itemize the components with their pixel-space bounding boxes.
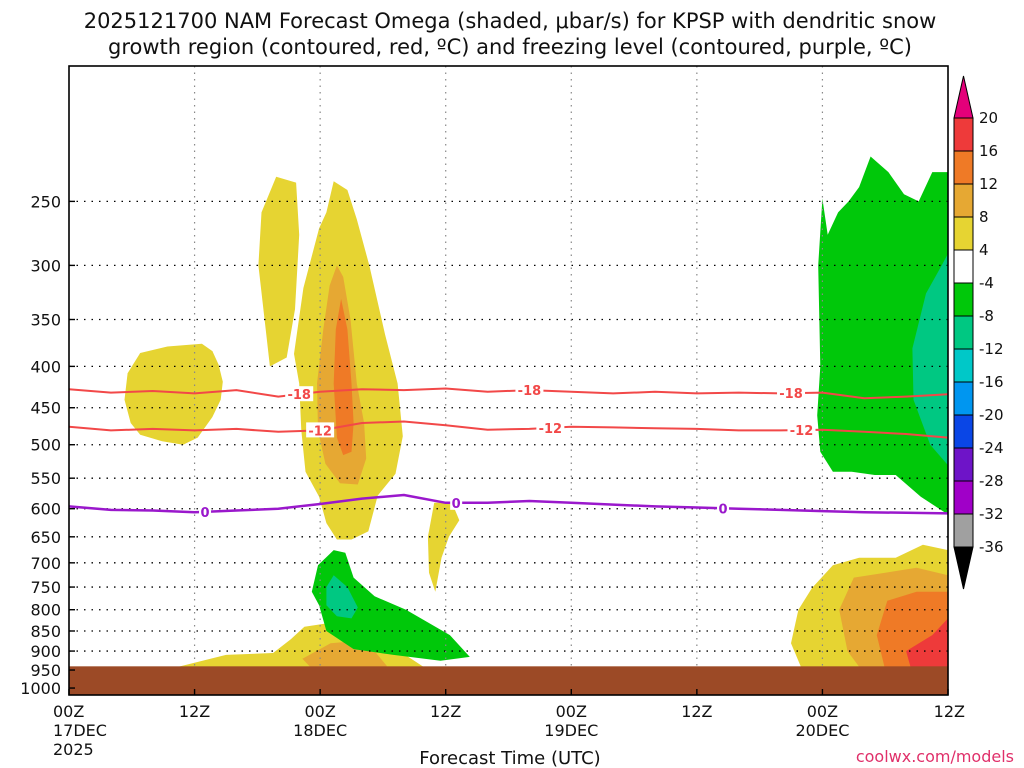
omega-region-upper-ascent-column-1 xyxy=(124,343,223,445)
contour-label-bg xyxy=(199,503,212,519)
y-tick-label-600: 600 xyxy=(30,500,61,519)
colorbar-bin xyxy=(953,381,974,416)
chart-title-line-2: growth region (contoured, red, ºC) and f… xyxy=(108,35,912,59)
colorbar-bin xyxy=(953,249,974,284)
colorbar-label: -28 xyxy=(979,472,1004,490)
omega-region-lower-descent-core xyxy=(326,575,358,619)
y-tick-label-300: 300 xyxy=(30,256,61,275)
x-tick-label-36: 12Z xyxy=(430,702,461,721)
y-tick-label-800: 800 xyxy=(30,601,61,620)
omega-region-eastern-descent-core xyxy=(912,253,948,466)
grid-layer xyxy=(69,66,948,695)
x-date-label-24: 18DEC xyxy=(293,721,347,740)
contour-label-dendritic-18c: -18 xyxy=(287,388,311,403)
x-tick-label-0: 00Z xyxy=(53,702,84,721)
y-tick-label-850: 850 xyxy=(30,622,61,641)
contour-label-bg xyxy=(285,386,314,402)
colorbar-bin xyxy=(953,348,974,383)
contour-label-dendritic-18c: -18 xyxy=(518,384,542,399)
contour-label-freezing-level-0c: 0 xyxy=(452,497,461,512)
y-tick-label-500: 500 xyxy=(30,436,61,455)
chart-title-line-1: 2025121700 NAM Forecast Omega (shaded, μ… xyxy=(84,9,937,33)
y-tick-label-750: 750 xyxy=(30,578,61,597)
contour-label-bg xyxy=(450,494,463,510)
contour-label-bg xyxy=(787,422,816,438)
contour-label-dendritic-12c: -12 xyxy=(308,424,332,439)
contour-label-dendritic-18c: -18 xyxy=(779,387,803,402)
colorbar-label: 8 xyxy=(979,208,989,226)
colorbar-label: 4 xyxy=(979,241,989,259)
omega-region-isolated-updraft-600-700 xyxy=(427,502,460,592)
colorbar-label: -20 xyxy=(979,406,1004,424)
colorbar-bin xyxy=(953,150,974,185)
colorbar-label: -12 xyxy=(979,340,1004,358)
omega-region-eastern-low-max xyxy=(906,618,948,670)
terrain-block xyxy=(69,666,948,695)
colorbar-bin xyxy=(953,513,974,548)
contour-label-bg xyxy=(777,385,806,401)
colorbar-label: -24 xyxy=(979,439,1004,457)
contour-label-dendritic-12c: -12 xyxy=(539,422,563,437)
contour-label-bg xyxy=(717,500,730,516)
x-date-label-48: 19DEC xyxy=(544,721,598,740)
y-tick-label-450: 450 xyxy=(30,399,61,418)
colorbar-label: 16 xyxy=(979,142,998,160)
x-tick-label-84: 12Z xyxy=(934,702,965,721)
contour-layer: -18 -18 -18 -12 -12 -12 0 0 0 xyxy=(68,382,949,521)
colorbar-label: -8 xyxy=(979,307,994,325)
omega-region-lower-green-descent xyxy=(311,550,470,661)
colorbar-bin xyxy=(953,480,974,515)
x-tick-label-24: 00Z xyxy=(304,702,335,721)
colorbar-label: 12 xyxy=(979,175,998,193)
colorbar-label: -4 xyxy=(979,274,994,292)
omega-region-eastern-descent-region xyxy=(817,156,948,515)
x-tick-label-48: 00Z xyxy=(556,702,587,721)
colorbar-bin xyxy=(953,117,974,152)
contour-label-bg xyxy=(536,419,565,435)
x-tick-label-60: 12Z xyxy=(681,702,712,721)
x-date-label-72: 20DEC xyxy=(795,721,849,740)
colorbar-bottom-arrow xyxy=(953,546,974,590)
contour-freezing-level-0c xyxy=(68,493,949,515)
colorbar-label: -36 xyxy=(979,538,1004,556)
x-axis-label: Forecast Time (UTC) xyxy=(419,748,600,768)
colorbar-label: -16 xyxy=(979,373,1004,391)
x-year-label-0: 2025 xyxy=(53,740,94,759)
omega-shading-layer xyxy=(124,156,948,674)
x-tick-label-72: 00Z xyxy=(807,702,838,721)
colorbar-bin xyxy=(953,183,974,218)
colorbar-bin xyxy=(953,447,974,482)
contour-label-freezing-level-0c: 0 xyxy=(718,502,727,517)
colorbar-label: 20 xyxy=(979,109,998,127)
y-tick-label-250: 250 xyxy=(30,192,61,211)
pressure-axis: 2503003504004505005506006507007508008509… xyxy=(20,192,75,698)
x-tick-label-12: 12Z xyxy=(179,702,210,721)
y-tick-label-400: 400 xyxy=(30,357,61,376)
y-tick-label-900: 900 xyxy=(30,642,61,661)
plot-frame xyxy=(68,65,949,696)
contour-label-freezing-level-0c: 0 xyxy=(201,506,210,521)
colorbar-bin xyxy=(953,315,974,350)
x-date-label-0: 17DEC xyxy=(53,721,107,740)
omega-region-upper-ascent-maximum xyxy=(333,298,354,456)
contour-label-bg xyxy=(515,382,544,398)
omega-region-upper-ascent-column-2 xyxy=(258,176,300,367)
y-tick-label-700: 700 xyxy=(30,554,61,573)
y-tick-label-550: 550 xyxy=(30,469,61,488)
contour-label-dendritic-12c: -12 xyxy=(790,424,814,439)
credit-text: coolwx.com/models xyxy=(856,747,1014,766)
y-tick-label-950: 950 xyxy=(30,661,61,680)
y-tick-label-350: 350 xyxy=(30,311,61,330)
y-tick-label-650: 650 xyxy=(30,528,61,547)
contour-label-bg xyxy=(306,422,335,438)
colorbar-bin xyxy=(953,414,974,449)
colorbar-bin xyxy=(953,216,974,251)
y-tick-label-1000: 1000 xyxy=(20,679,61,698)
colorbar-bin xyxy=(953,282,974,317)
colorbar-label: -32 xyxy=(979,505,1004,523)
colorbar: 20 16 12 8 4 -4 -8 -12 -16 -20 -24 -28 -32 -36 xyxy=(953,75,1004,590)
